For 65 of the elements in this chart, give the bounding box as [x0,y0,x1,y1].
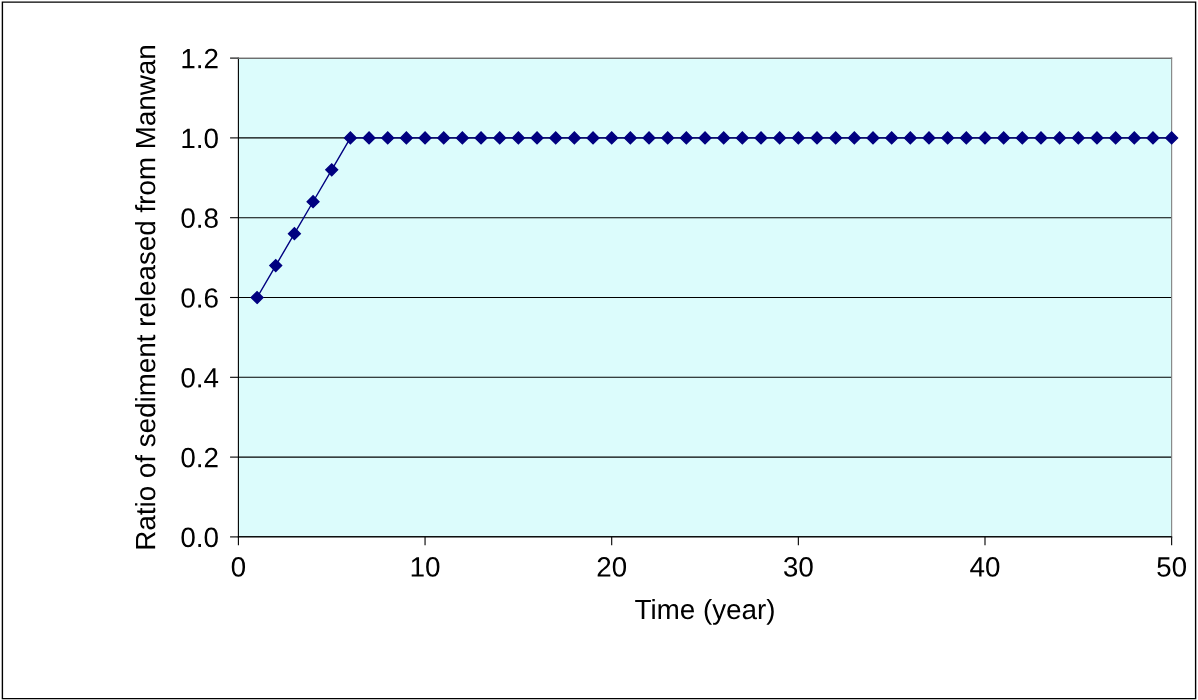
point [399,131,413,145]
point [325,163,339,177]
x-tick-label: 20 [597,557,627,577]
y-tick-label: 0.2 [181,447,218,468]
point [1146,131,1160,145]
x-tick-label: 50 [1157,557,1187,577]
point [1053,131,1067,145]
point [978,131,992,145]
point [455,131,469,145]
y-tick-label: 0.6 [181,288,218,308]
point [362,131,376,145]
point [698,131,712,145]
point [959,131,973,145]
point [922,131,936,145]
point [306,195,320,209]
point [847,131,861,145]
point [1071,131,1085,145]
y-tick-label: 1.0 [182,128,218,149]
point [418,131,432,145]
point [1015,131,1029,145]
point [866,131,880,145]
point [1165,131,1179,145]
point [885,131,899,145]
point [717,131,731,145]
point [997,131,1011,145]
point [269,258,283,273]
point [661,131,675,145]
x-tick-label: 10 [411,557,440,577]
point [903,131,917,145]
point [1109,131,1123,145]
point [586,131,600,145]
point [810,131,824,145]
point [493,131,507,145]
point [1127,131,1141,145]
point [773,131,787,145]
point [287,227,301,241]
x-tick-label: 0 [231,557,246,577]
point [343,131,357,145]
point [381,131,395,145]
point [735,131,749,145]
y-tick-label: 0.8 [181,208,218,229]
point [250,290,264,305]
point [511,131,525,145]
point [474,131,488,145]
point [829,131,843,145]
point [567,131,581,145]
x-tick-label: 40 [970,557,1000,577]
point [791,131,805,145]
point [1090,131,1104,145]
y-tick-label: 0.0 [181,527,218,548]
point [437,131,451,145]
point [605,131,619,145]
point [679,131,693,145]
point [623,131,637,145]
y-tick-label: 1.2 [182,48,218,69]
y-axis-title: Ratio of sediment released from Manwan [135,46,156,549]
x-axis-title: Time (year) [635,598,774,625]
point [754,131,768,145]
point [642,131,656,145]
y-tick-label: 0.4 [181,367,219,388]
point [941,131,955,145]
point [549,131,563,145]
point [1034,131,1048,145]
point [530,131,544,145]
x-tick-label: 30 [783,557,813,577]
